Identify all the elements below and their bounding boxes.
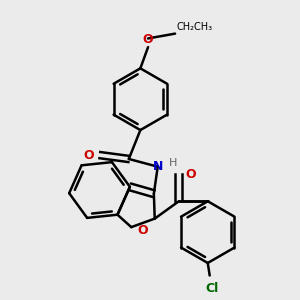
Text: O: O — [137, 224, 148, 238]
Text: O: O — [83, 148, 94, 162]
Text: H: H — [169, 158, 177, 168]
Text: CH₂CH₃: CH₂CH₃ — [177, 22, 213, 32]
Text: N: N — [152, 160, 163, 173]
Text: O: O — [143, 33, 153, 46]
Text: O: O — [186, 168, 196, 181]
Text: Cl: Cl — [205, 282, 218, 295]
